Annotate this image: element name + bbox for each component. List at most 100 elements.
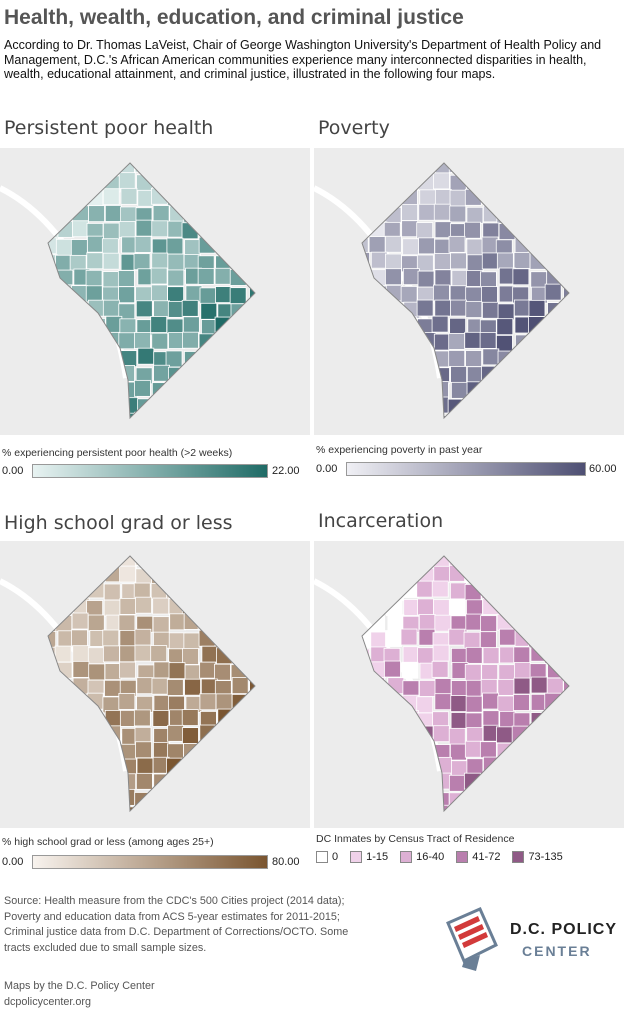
- census-tract[interactable]: [353, 413, 370, 430]
- census-tract[interactable]: [481, 806, 499, 823]
- census-tract[interactable]: [370, 348, 388, 366]
- census-tract[interactable]: [401, 565, 419, 582]
- census-tract[interactable]: [150, 645, 168, 662]
- census-tract[interactable]: [562, 252, 579, 270]
- census-tract[interactable]: [245, 399, 262, 417]
- census-tract[interactable]: [353, 269, 370, 287]
- census-tract[interactable]: [514, 379, 531, 397]
- census-tract[interactable]: [449, 564, 466, 582]
- census-tract[interactable]: [369, 190, 387, 208]
- census-tract[interactable]: [434, 189, 452, 206]
- census-tract[interactable]: [135, 219, 153, 237]
- census-tract[interactable]: [482, 792, 500, 809]
- census-tract[interactable]: [54, 645, 72, 663]
- census-tract[interactable]: [134, 644, 152, 662]
- census-tract[interactable]: [463, 412, 481, 429]
- census-tract[interactable]: [73, 551, 91, 568]
- census-tract[interactable]: [102, 381, 120, 399]
- census-tract[interactable]: [482, 348, 500, 366]
- census-tract[interactable]: [151, 382, 169, 400]
- census-tract[interactable]: [578, 400, 594, 416]
- census-tract[interactable]: [167, 724, 185, 742]
- census-tract[interactable]: [561, 221, 578, 239]
- census-tract[interactable]: [450, 712, 468, 729]
- census-tract[interactable]: [418, 680, 436, 697]
- census-tract[interactable]: [515, 190, 533, 208]
- census-tract[interactable]: [183, 632, 201, 650]
- census-tract[interactable]: [119, 773, 137, 791]
- census-tract[interactable]: [579, 412, 595, 428]
- census-tract[interactable]: [104, 663, 122, 681]
- census-tract[interactable]: [54, 415, 72, 432]
- census-tract[interactable]: [399, 413, 417, 430]
- census-tract[interactable]: [201, 774, 218, 792]
- census-tract[interactable]: [563, 299, 580, 317]
- census-tract[interactable]: [527, 364, 545, 382]
- census-tract[interactable]: [431, 580, 449, 598]
- census-tract[interactable]: [197, 267, 215, 285]
- census-tract[interactable]: [529, 774, 547, 791]
- census-tract[interactable]: [399, 173, 417, 191]
- census-tract[interactable]: [118, 332, 136, 350]
- census-tract[interactable]: [199, 173, 217, 191]
- census-tract[interactable]: [246, 789, 263, 807]
- census-tract[interactable]: [88, 414, 106, 430]
- census-tract[interactable]: [418, 776, 436, 794]
- census-tract[interactable]: [102, 222, 120, 240]
- census-tract[interactable]: [264, 648, 280, 664]
- census-tract[interactable]: [578, 551, 594, 567]
- census-tract[interactable]: [560, 774, 577, 791]
- census-tract[interactable]: [217, 157, 235, 174]
- census-tract[interactable]: [402, 759, 420, 777]
- census-tract[interactable]: [183, 190, 201, 208]
- census-tract[interactable]: [368, 156, 386, 173]
- census-tract[interactable]: [151, 238, 169, 256]
- census-tract[interactable]: [512, 268, 530, 286]
- census-tract[interactable]: [386, 350, 404, 368]
- census-tract[interactable]: [384, 332, 401, 350]
- census-tract[interactable]: [215, 334, 233, 352]
- census-tract[interactable]: [168, 366, 185, 384]
- census-tract[interactable]: [87, 299, 105, 317]
- census-tract[interactable]: [71, 565, 88, 583]
- map-incarceration[interactable]: [314, 541, 624, 828]
- census-tract[interactable]: [561, 709, 578, 727]
- census-tract[interactable]: [231, 646, 249, 664]
- census-tract[interactable]: [232, 552, 250, 569]
- census-tract[interactable]: [418, 203, 436, 221]
- census-tract[interactable]: [416, 791, 434, 809]
- census-tract[interactable]: [69, 696, 87, 713]
- census-tract[interactable]: [56, 300, 74, 317]
- census-tract[interactable]: [385, 284, 403, 302]
- census-tract[interactable]: [40, 396, 56, 413]
- census-tract[interactable]: [546, 677, 564, 695]
- census-tract[interactable]: [449, 285, 467, 303]
- map-poverty[interactable]: [314, 148, 624, 435]
- census-tract[interactable]: [41, 271, 58, 289]
- census-tract[interactable]: [216, 629, 233, 647]
- census-tract[interactable]: [265, 270, 281, 286]
- census-tract[interactable]: [40, 806, 57, 823]
- census-tract[interactable]: [183, 743, 200, 761]
- census-tract[interactable]: [199, 381, 216, 399]
- census-tract[interactable]: [88, 790, 106, 808]
- census-tract[interactable]: [102, 299, 120, 317]
- census-tract[interactable]: [214, 663, 231, 681]
- census-tract[interactable]: [248, 269, 265, 287]
- census-tract[interactable]: [367, 366, 385, 384]
- census-tract[interactable]: [231, 333, 248, 351]
- census-tract[interactable]: [152, 616, 170, 634]
- census-tract[interactable]: [55, 661, 73, 679]
- census-tract[interactable]: [512, 204, 530, 222]
- census-tract[interactable]: [71, 629, 88, 647]
- census-tract[interactable]: [481, 664, 499, 681]
- census-tract[interactable]: [514, 568, 532, 586]
- census-tract[interactable]: [263, 551, 279, 567]
- census-tract[interactable]: [134, 792, 152, 809]
- census-tract[interactable]: [88, 663, 106, 681]
- census-tract[interactable]: [528, 349, 546, 367]
- census-tract[interactable]: [102, 790, 120, 808]
- census-tract[interactable]: [544, 647, 562, 664]
- census-tract[interactable]: [562, 398, 579, 416]
- census-tract[interactable]: [40, 664, 57, 682]
